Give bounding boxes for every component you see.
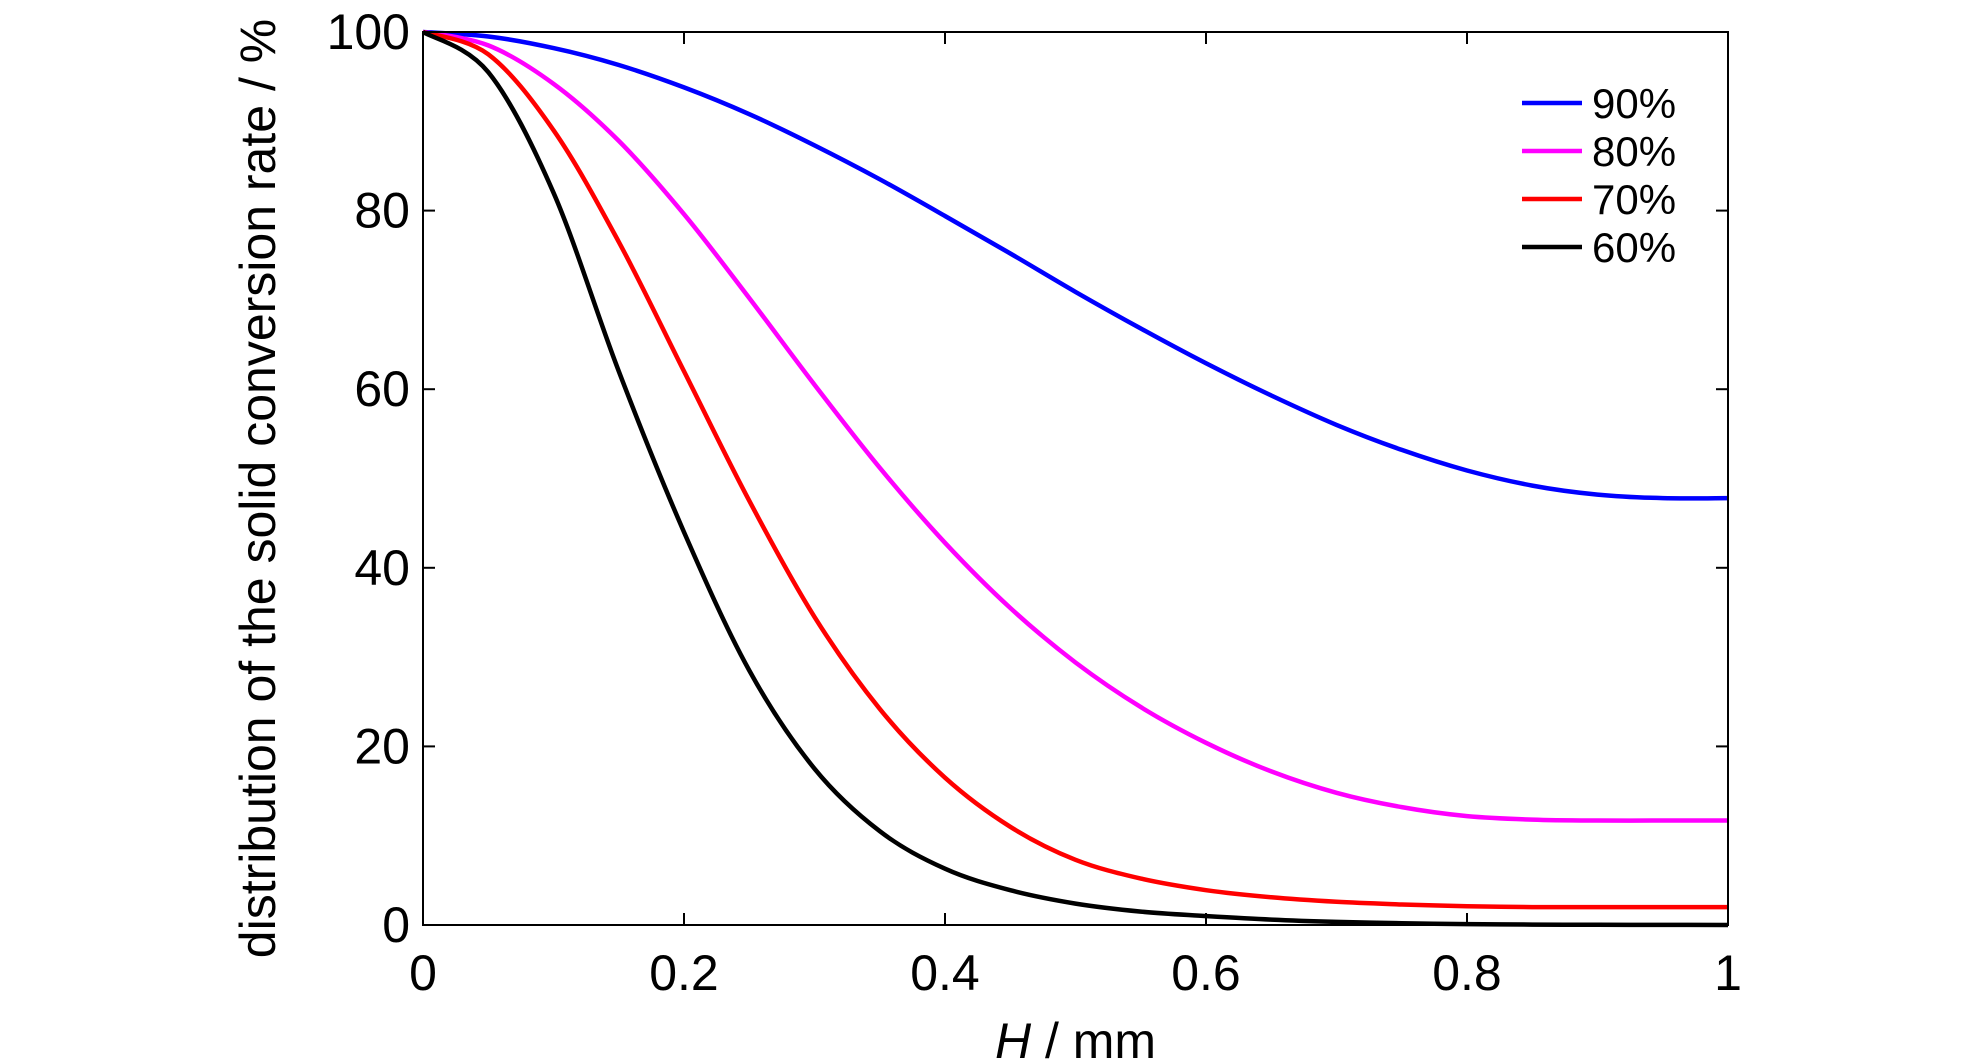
- x-tick-label: 1: [1714, 945, 1742, 1001]
- y-tick-label: 40: [354, 540, 410, 596]
- x-axis-label: H / mm: [995, 1013, 1156, 1063]
- legend: 90%80%70%60%: [1522, 80, 1676, 271]
- ticks-group: 0 0.2 0.4 0.6 0.8 1 0 20 40 60 80 100: [327, 4, 1742, 1001]
- y-axis-label: distribution of the solid conversion rat…: [230, 19, 286, 958]
- plot-frame: [422, 31, 1729, 926]
- x-tick-label: 0.8: [1432, 945, 1502, 1001]
- y-tick-label: 100: [327, 4, 410, 60]
- series-line-2: [422, 29, 1728, 910]
- y-tick-label: 0: [382, 897, 410, 953]
- y-tick-label: 20: [354, 718, 410, 774]
- x-tick-label: 0.2: [649, 945, 719, 1001]
- legend-label-3: 60%: [1592, 224, 1676, 271]
- legend-label-1: 80%: [1592, 128, 1676, 175]
- x-tick-label: 0.4: [910, 945, 980, 1001]
- series-line-1: [422, 29, 1728, 823]
- legend-label-0: 90%: [1592, 80, 1676, 127]
- legend-label-2: 70%: [1592, 176, 1676, 223]
- x-tick-label: 0.6: [1171, 945, 1241, 1001]
- y-tick-label: 60: [354, 361, 410, 417]
- x-axis-label-italic: H: [995, 1013, 1032, 1063]
- x-tick-label: 0: [409, 945, 437, 1001]
- x-axis-label-unit: / mm: [1031, 1013, 1156, 1063]
- y-tick-label: 80: [354, 183, 410, 239]
- series-line-0: [422, 29, 1729, 501]
